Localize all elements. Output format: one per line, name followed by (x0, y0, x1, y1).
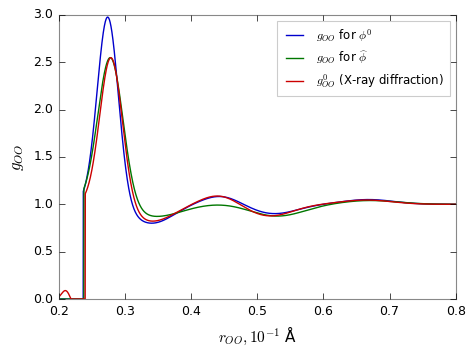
$g_{OO}$ for $\phi^0$ (125, 181, 131, 185)
$g_{OO}$ for $\phi^0$ (208, 195, 214, 200)
Line: $g_{OO}$ for $\widehat{\phi}$: $g_{OO}$ for $\widehat{\phi}$ (59, 58, 456, 299)
$g_{OO}$ for $\phi^0$ (445, 202, 451, 206)
$g^0_{OO}$ (X-ray diffraction) (101, 80, 107, 84)
Legend: $g_{OO}$ for $\phi^0$, $g_{OO}$ for $\widehat{\phi}$, $g^0_{OO}$ (X-ray diffract: $g_{OO}$ for $\phi^0$, $g_{OO}$ for $\wi… (277, 21, 450, 96)
$g_{OO}$ for $\widehat{\phi}$ (445, 202, 451, 206)
$g^0_{OO}$ (X-ray diffraction) (108, 55, 114, 60)
$g_{OO}$ for $\widehat{\phi}$ (453, 202, 458, 206)
Line: $g_{OO}$ for $\phi^0$: $g_{OO}$ for $\phi^0$ (59, 17, 456, 299)
$g^0_{OO}$ (X-ray diffraction) (68, 297, 74, 301)
$g^0_{OO}$ (X-ray diffraction) (402, 201, 408, 205)
$g_{OO}$ for $\widehat{\phi}$ (208, 203, 214, 207)
$g_{OO}$ for $\widehat{\phi}$ (402, 201, 408, 205)
$g_{OO}$ for $\phi^0$ (105, 15, 110, 19)
$g^0_{OO}$ (X-ray diffraction) (209, 195, 214, 199)
Line: $g^0_{OO}$ (X-ray diffraction): $g^0_{OO}$ (X-ray diffraction) (59, 58, 456, 299)
$g_{OO}$ for $\phi^0$ (402, 201, 408, 205)
$g_{OO}$ for $\widehat{\phi}$ (226, 204, 231, 208)
$g^0_{OO}$ (X-ray diffraction) (445, 202, 451, 206)
X-axis label: $r_{OO},10^{-1}$ Å: $r_{OO},10^{-1}$ Å (218, 324, 297, 347)
Y-axis label: $g_{OO}$: $g_{OO}$ (9, 143, 27, 171)
$g_{OO}$ for $\phi^0$ (453, 202, 458, 206)
$g^0_{OO}$ (X-ray diffraction) (226, 196, 231, 201)
$g_{OO}$ for $\widehat{\phi}$ (125, 152, 131, 156)
$g^0_{OO}$ (X-ray diffraction) (56, 295, 62, 299)
$g^0_{OO}$ (X-ray diffraction) (125, 163, 131, 167)
$g_{OO}$ for $\widehat{\phi}$ (56, 297, 62, 301)
$g_{OO}$ for $\phi^0$ (56, 297, 62, 301)
$g_{OO}$ for $\widehat{\phi}$ (101, 72, 107, 77)
$g^0_{OO}$ (X-ray diffraction) (453, 202, 458, 206)
$g_{OO}$ for $\phi^0$ (101, 26, 107, 30)
$g_{OO}$ for $\phi^0$ (226, 196, 231, 200)
$g_{OO}$ for $\widehat{\phi}$ (107, 55, 113, 60)
